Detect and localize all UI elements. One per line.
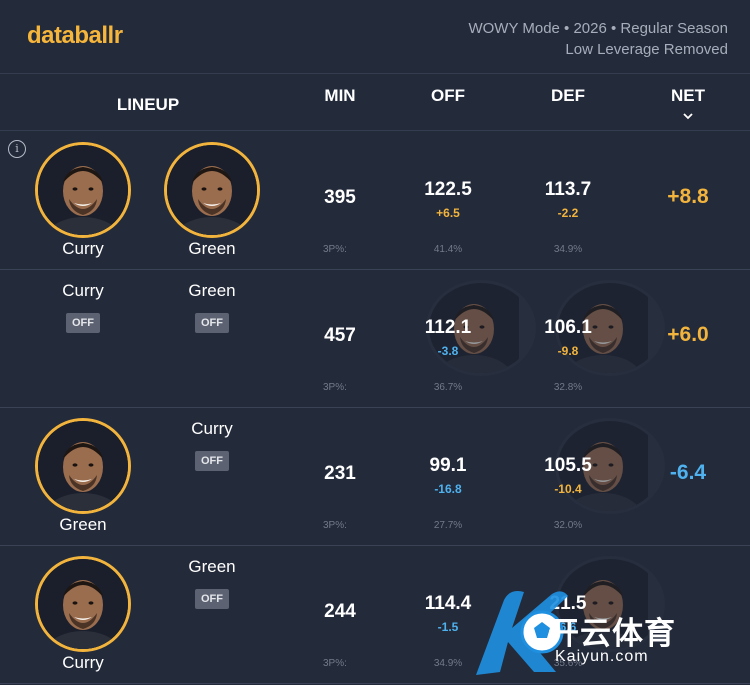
three-point-off-value: 41.4% (433, 244, 463, 255)
off-rating-value: 122.5 (424, 179, 472, 200)
watermark-text: 开云体育 (548, 616, 676, 651)
column-lineup[interactable]: LINEUP (116, 95, 180, 114)
off-badge: OFF (66, 313, 100, 333)
player-card[interactable]: OFF Green (162, 556, 665, 676)
three-point-off-value: 36.7% (433, 382, 463, 393)
column-def[interactable]: DEF (551, 86, 585, 105)
off-rating-cell: 122.5 +6.5 (393, 179, 503, 220)
def-rating-value: 106.1 (544, 317, 592, 338)
off-rating-diff: -1.5 (437, 620, 459, 634)
info-icon[interactable]: i (8, 140, 26, 158)
databallr-logo[interactable]: databallr (27, 22, 123, 49)
player-avatar (426, 280, 536, 376)
watermark-url: Kaiyun.com (555, 648, 649, 665)
chevron-down-icon[interactable] (682, 110, 694, 122)
player-avatar (555, 280, 665, 376)
player-card[interactable]: Green (162, 142, 262, 262)
minutes-value: 457 (324, 325, 356, 346)
player-avatar (164, 142, 260, 238)
player-name: Green (188, 239, 236, 258)
player-name: Curry (62, 239, 104, 258)
player-name: Green (59, 515, 107, 534)
def-rating-value: 105.5 (544, 455, 592, 476)
player-card[interactable]: OFF Curry (33, 280, 536, 400)
off-rating-diff: -16.8 (434, 482, 462, 496)
def-rating-cell: 105.5 -10.4 (513, 455, 623, 496)
player-card[interactable]: Curry (33, 142, 133, 262)
player-name: Curry (62, 653, 104, 672)
player-card[interactable]: Green (33, 418, 133, 538)
minutes-value: 244 (324, 601, 356, 622)
off-badge: OFF (195, 313, 229, 333)
player-card[interactable]: OFF Curry (162, 418, 665, 538)
def-rating-diff: -2.2 (557, 206, 579, 220)
player-name: Curry (62, 281, 104, 300)
lineup-row[interactable]: OFF Curry OFF Green 457 112.1 -3.8 106.1 -9.8 +6… (0, 270, 750, 408)
player-avatar (555, 418, 665, 514)
three-point-def-value: 35.6% (553, 658, 583, 669)
player-name: Curry (191, 419, 233, 438)
player-avatar (35, 556, 131, 652)
player-avatar (35, 418, 131, 514)
off-rating-diff: +6.5 (436, 206, 460, 220)
minutes-value: 231 (324, 463, 356, 484)
mode-line-1: WOWY Mode • 2026 • Regular Season (468, 20, 728, 37)
player-name: Green (188, 557, 236, 576)
app-header: databallr WOWY Mode • 2026 • Regular Sea… (0, 0, 750, 74)
net-rating-value: +8.8 (667, 185, 709, 208)
off-badge: OFF (195, 589, 229, 609)
column-off[interactable]: OFF (431, 86, 465, 105)
three-point-label: 3P%: (323, 244, 347, 255)
kaiyun-watermark-logo (476, 591, 568, 675)
off-rating-value: 114.4 (424, 593, 472, 614)
player-name: Green (188, 281, 236, 300)
lineup-row[interactable]: i Curry Green 395 122.5 +6.5 113.7 -2.2 +8.8 3P… (0, 132, 750, 270)
def-rating-cell: 113.7 -2.2 (513, 179, 623, 220)
net-rating-value: -6.4 (669, 461, 707, 484)
minutes-value: 395 (324, 187, 356, 208)
off-rating-cell: 112.1 -3.8 (393, 317, 503, 358)
off-rating-cell: 99.1 -16.8 (393, 455, 503, 496)
mode-line-2: Low Leverage Removed (565, 41, 728, 58)
player-card[interactable]: Curry (33, 556, 133, 676)
off-rating-cell: 114.4 -1.5 (393, 593, 503, 634)
def-rating-diff: -10.4 (554, 482, 582, 496)
def-rating-value: 113.7 (544, 179, 592, 200)
def-rating-diff: 6.6 (559, 620, 577, 634)
three-point-off-value: 27.7% (433, 520, 463, 531)
column-header-row: LINEUP MIN OFF DEF NET (0, 74, 750, 131)
def-rating-diff: -9.8 (557, 344, 579, 358)
three-point-label: 3P%: (323, 658, 347, 669)
player-avatar (35, 142, 131, 238)
column-min[interactable]: MIN (324, 86, 356, 105)
three-point-def-value: 32.8% (553, 382, 583, 393)
player-card[interactable]: OFF Green (162, 280, 665, 400)
lineup-row[interactable]: Curry OFF Green 244 114.4 -1.5 21.5 6.6 3P%: 34.… (0, 546, 750, 684)
off-rating-diff: -3.8 (437, 344, 459, 358)
three-point-off-value: 34.9% (433, 658, 463, 669)
three-point-label: 3P%: (323, 382, 347, 393)
three-point-def-value: 32.0% (553, 520, 583, 531)
off-rating-value: 99.1 (429, 455, 467, 476)
def-rating-cell: 106.1 -9.8 (513, 317, 623, 358)
off-rating-value: 112.1 (424, 317, 472, 338)
three-point-def-value: 34.9% (553, 244, 583, 255)
three-point-label: 3P%: (323, 520, 347, 531)
player-avatar (555, 556, 665, 652)
net-rating-value: +6.0 (667, 323, 709, 346)
lineup-row[interactable]: Green OFF Curry 231 99.1 -16.8 105.5 -10.4 -6.4… (0, 408, 750, 546)
mode-info: WOWY Mode • 2026 • Regular Season Low Le… (468, 18, 728, 60)
off-badge: OFF (195, 451, 229, 471)
column-net[interactable]: NET (671, 86, 705, 105)
